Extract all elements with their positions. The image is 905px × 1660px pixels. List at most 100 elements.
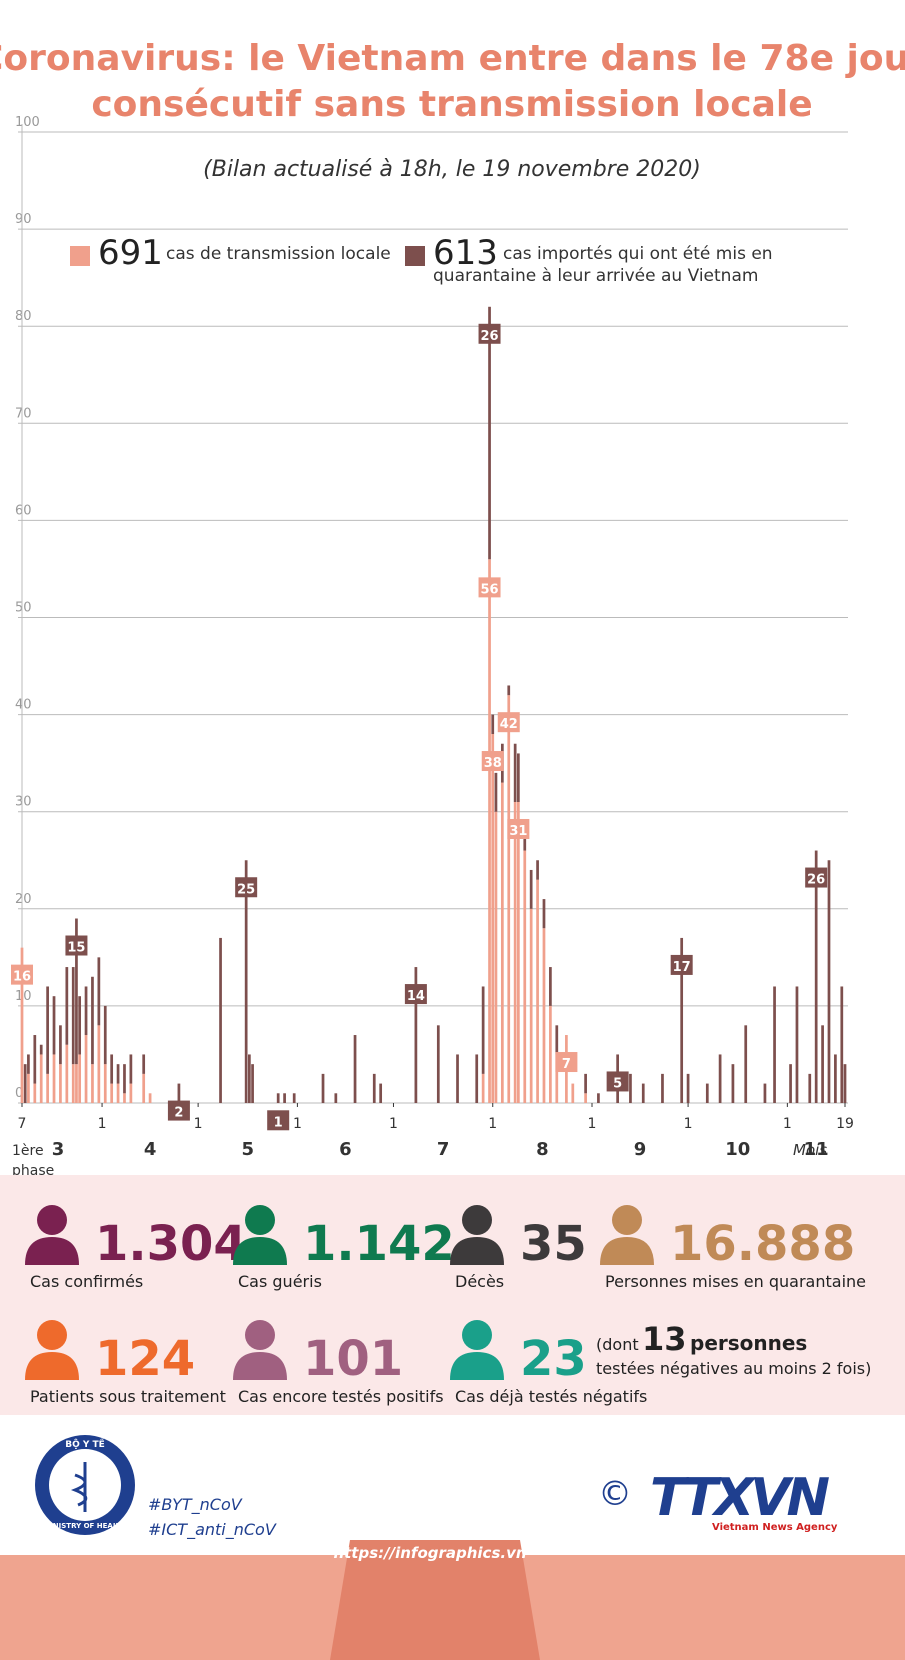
y-tick-label: 100: [15, 115, 40, 130]
bar-segment: [97, 957, 101, 1026]
bar-segment: [353, 1035, 357, 1103]
bar-segment: [97, 1025, 101, 1103]
bar-segment: [148, 1093, 152, 1103]
bar-segment: [542, 928, 546, 1103]
bar-segment: [597, 1093, 600, 1103]
bar-segment: [555, 1025, 559, 1055]
bar-segment: [491, 734, 495, 1103]
data-label: 38: [484, 756, 502, 771]
y-tick-label: 20: [15, 892, 32, 907]
bar-segment: [584, 1073, 587, 1094]
label-box: [507, 818, 530, 839]
bar-segment: [334, 1093, 338, 1103]
label-box: [478, 323, 501, 344]
title-line: Coronavirus: le Vietnam entre dans le 78…: [0, 38, 905, 79]
bar-segment: [542, 899, 546, 929]
month-axis-label: Mois: [793, 1141, 827, 1159]
bar-segment: [71, 1064, 75, 1103]
note-line2: testées négatives au moins 2 fois): [596, 1359, 871, 1378]
bar-segment: [248, 1054, 251, 1103]
bar-segment: [507, 685, 511, 696]
bar-segment: [129, 1083, 133, 1103]
stat-label: Cas guéris: [238, 1272, 322, 1291]
x-tick-label: 1: [783, 1116, 792, 1132]
bar-segment: [46, 986, 49, 1074]
person-body: [450, 1352, 504, 1380]
url-tab: [330, 1540, 540, 1660]
bar-segment: [219, 937, 222, 1103]
copyright: ©: [598, 1474, 632, 1514]
data-label: 26: [480, 329, 498, 344]
person-head: [462, 1205, 492, 1235]
bar-segment: [59, 1025, 62, 1065]
bar-segment: [142, 1073, 146, 1103]
bar-segment: [507, 695, 511, 1103]
bar-segment: [718, 1054, 722, 1103]
note-suffix: personnes: [690, 1331, 807, 1355]
legend-swatch: [70, 246, 90, 266]
stat-value: 23: [520, 1331, 587, 1387]
bar-segment: [276, 1093, 280, 1103]
bar-segment: [84, 986, 88, 1036]
bar-segment: [814, 850, 818, 1103]
bar-segment: [123, 1093, 126, 1103]
bar-segment: [78, 996, 82, 1055]
person-body: [233, 1237, 287, 1265]
label-box: [235, 877, 258, 898]
x-tick-label: 1: [389, 1116, 398, 1132]
ministry-top: BỘ Y TẾ: [65, 1437, 105, 1450]
month-label: 3: [52, 1139, 65, 1160]
bar-segment: [52, 996, 56, 1055]
hashtag: #ICT_anti_nCoV: [148, 1520, 277, 1540]
bar-segment: [78, 1054, 82, 1103]
bar-segment: [292, 1093, 296, 1103]
bar-segment: [827, 860, 831, 1103]
x-tick-label: 7: [18, 1116, 27, 1132]
data-label: 15: [67, 941, 85, 956]
bar-segment: [321, 1073, 325, 1103]
bar-segment: [475, 1054, 479, 1103]
footer: BỘ Y TẾ MINISTRY OF HEALTH #BYT_nCoV #IC…: [0, 1435, 905, 1660]
label-box: [404, 984, 427, 1005]
person-head: [37, 1205, 67, 1235]
bar-segment: [523, 850, 527, 1103]
ministry-emblem: [70, 1462, 88, 1512]
bar-segment: [491, 714, 495, 735]
label-box: [481, 751, 504, 772]
y-tick-label: 40: [15, 698, 32, 713]
bar-segment: [529, 869, 533, 909]
bar-segment: [686, 1073, 690, 1103]
phase-label: 1ère phase: [12, 1143, 54, 1179]
x-tick-label: 1: [98, 1116, 107, 1132]
legend-total: 691: [98, 233, 163, 273]
y-tick-label: 60: [15, 503, 32, 518]
bar-segment: [641, 1083, 645, 1103]
y-tick-label: 30: [15, 795, 32, 810]
bar-segment: [65, 1044, 69, 1103]
data-label: 5: [613, 1076, 622, 1091]
bar-segment: [110, 1054, 114, 1084]
bar-segment: [39, 1054, 43, 1103]
bar-segment: [103, 1064, 107, 1103]
bar-segment: [123, 1064, 126, 1094]
bar-segment: [523, 831, 527, 851]
chart: 0102030405060708090100711111111193456789…: [11, 115, 854, 1179]
y-tick-label: 70: [15, 406, 32, 421]
bar-segment: [584, 1093, 587, 1103]
stat-label: Cas confirmés: [30, 1272, 143, 1291]
label-box: [478, 577, 501, 598]
y-tick-label: 80: [15, 309, 32, 324]
person-head: [462, 1320, 492, 1350]
bar-segment: [84, 1035, 88, 1103]
person-head: [37, 1320, 67, 1350]
note-prefix: (dont: [596, 1335, 639, 1354]
bar-segment: [75, 1064, 78, 1103]
month-label: 5: [241, 1139, 254, 1160]
x-tick-label: 19: [836, 1116, 854, 1132]
bar-segment: [103, 1005, 107, 1065]
label-box: [267, 1110, 290, 1131]
bar-segment: [821, 1025, 824, 1103]
legend-swatch: [405, 246, 425, 266]
bar-segment: [843, 1064, 847, 1103]
